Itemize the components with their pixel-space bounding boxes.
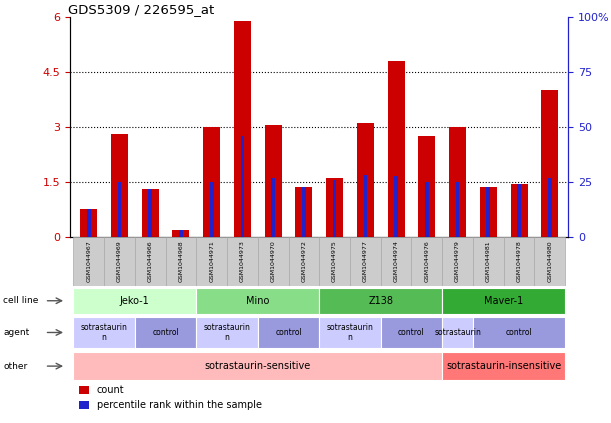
Text: GSM1044980: GSM1044980 — [547, 240, 552, 282]
Text: sotrastaurin
n: sotrastaurin n — [81, 323, 128, 342]
Text: GDS5309 / 226595_at: GDS5309 / 226595_at — [68, 3, 214, 16]
Bar — [241, 136, 244, 237]
Text: sotrastaurin
n: sotrastaurin n — [203, 323, 251, 342]
Bar — [320, 288, 442, 314]
Bar — [425, 182, 429, 237]
Bar — [503, 237, 535, 286]
Bar — [535, 237, 565, 286]
Text: GSM1044969: GSM1044969 — [117, 240, 122, 282]
Bar — [203, 127, 220, 237]
Bar — [148, 189, 152, 237]
Bar — [350, 237, 381, 286]
Bar — [411, 237, 442, 286]
Text: sotrastaurin-insensitive: sotrastaurin-insensitive — [446, 361, 562, 371]
Bar — [111, 134, 128, 237]
Bar — [419, 136, 435, 237]
Bar — [271, 178, 275, 237]
Bar — [135, 237, 166, 286]
Bar — [142, 189, 159, 237]
Text: agent: agent — [3, 328, 29, 337]
Bar — [166, 237, 196, 286]
Text: sotrastaurin-sensitive: sotrastaurin-sensitive — [205, 361, 311, 371]
Bar — [73, 237, 104, 286]
Bar — [473, 317, 565, 348]
Bar — [258, 317, 320, 348]
Bar — [442, 352, 565, 380]
Bar — [456, 182, 459, 237]
Bar — [196, 288, 320, 314]
Bar — [296, 187, 312, 237]
Text: GSM1044972: GSM1044972 — [301, 240, 306, 282]
Text: GSM1044974: GSM1044974 — [393, 240, 398, 282]
Text: sotrastaurin
n: sotrastaurin n — [326, 323, 373, 342]
Bar — [227, 237, 258, 286]
Bar — [320, 317, 381, 348]
Text: Mino: Mino — [246, 296, 269, 306]
Bar — [442, 237, 473, 286]
Text: GSM1044975: GSM1044975 — [332, 240, 337, 282]
Text: GSM1044979: GSM1044979 — [455, 240, 460, 282]
Bar — [73, 288, 196, 314]
Bar — [357, 123, 374, 237]
Text: sotrastaurin: sotrastaurin — [434, 328, 481, 337]
Text: GSM1044971: GSM1044971 — [209, 240, 214, 282]
Text: control: control — [506, 328, 532, 337]
Text: GSM1044966: GSM1044966 — [148, 240, 153, 282]
Bar — [320, 237, 350, 286]
Bar — [265, 125, 282, 237]
Bar — [179, 230, 183, 237]
Text: GSM1044981: GSM1044981 — [486, 240, 491, 282]
Text: GSM1044978: GSM1044978 — [516, 240, 522, 282]
Text: Jeko-1: Jeko-1 — [120, 296, 150, 306]
Bar — [394, 176, 398, 237]
Bar — [73, 317, 135, 348]
Bar — [333, 180, 337, 237]
Bar — [288, 237, 320, 286]
Bar — [135, 317, 196, 348]
Text: control: control — [398, 328, 425, 337]
Bar — [449, 127, 466, 237]
Text: GSM1044977: GSM1044977 — [363, 240, 368, 282]
Bar — [548, 178, 552, 237]
Bar — [196, 317, 258, 348]
Text: Z138: Z138 — [368, 296, 393, 306]
Bar — [104, 237, 135, 286]
Bar — [381, 317, 442, 348]
Bar — [302, 187, 306, 237]
Bar — [326, 178, 343, 237]
Bar — [442, 288, 565, 314]
Legend: count, percentile rank within the sample: count, percentile rank within the sample — [75, 381, 265, 414]
Bar — [486, 187, 490, 237]
Text: control: control — [275, 328, 302, 337]
Bar — [473, 237, 503, 286]
Text: GSM1044973: GSM1044973 — [240, 240, 245, 282]
Bar — [442, 317, 473, 348]
Text: GSM1044976: GSM1044976 — [424, 240, 430, 282]
Text: cell line: cell line — [3, 296, 38, 305]
Bar — [517, 184, 521, 237]
Bar — [258, 237, 288, 286]
Bar — [87, 209, 90, 237]
Bar — [80, 209, 97, 237]
Bar — [364, 175, 367, 237]
Text: GSM1044968: GSM1044968 — [178, 240, 183, 282]
Text: GSM1044970: GSM1044970 — [271, 240, 276, 282]
Bar — [73, 352, 442, 380]
Bar — [210, 182, 213, 237]
Bar — [381, 237, 411, 286]
Text: control: control — [152, 328, 179, 337]
Bar — [196, 237, 227, 286]
Bar — [234, 21, 251, 237]
Bar — [172, 230, 189, 237]
Bar — [387, 61, 404, 237]
Text: other: other — [3, 362, 27, 371]
Bar — [480, 187, 497, 237]
Bar — [117, 182, 122, 237]
Text: GSM1044967: GSM1044967 — [86, 240, 91, 282]
Text: Maver-1: Maver-1 — [484, 296, 523, 306]
Bar — [541, 90, 558, 237]
Bar — [511, 184, 527, 237]
